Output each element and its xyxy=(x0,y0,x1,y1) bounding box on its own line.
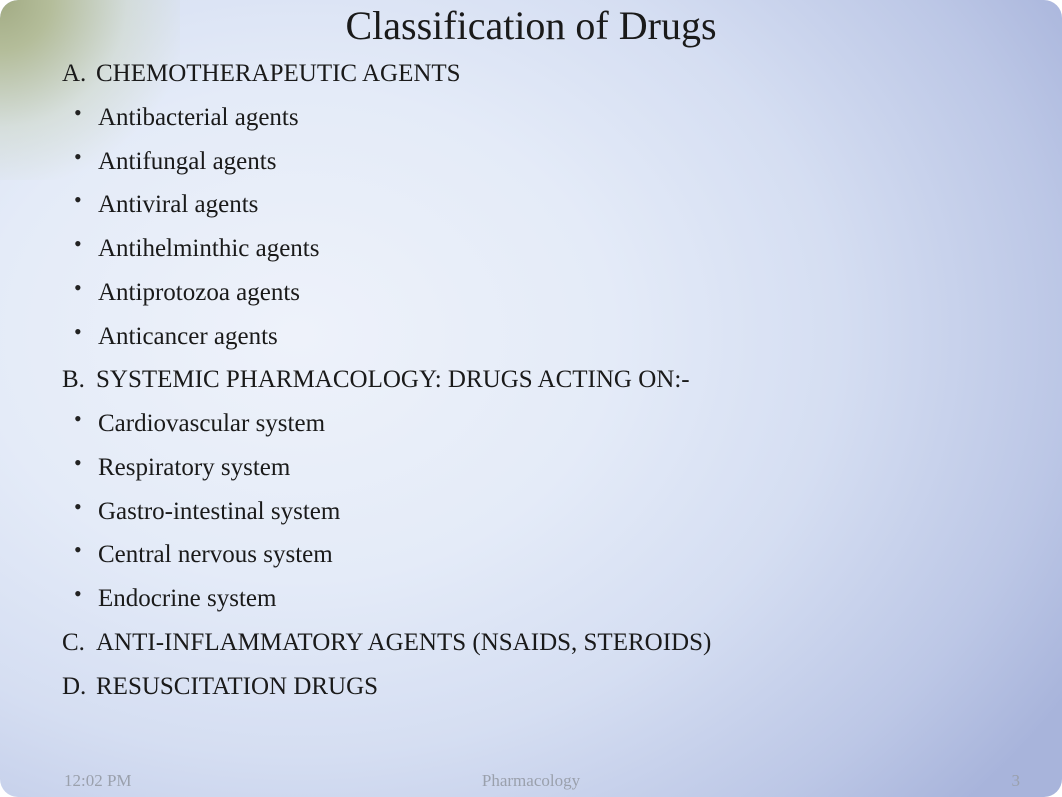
list-item: Antiprotozoa agents xyxy=(98,271,1022,315)
slide: Classification of Drugs A.CHEMOTHERAPEUT… xyxy=(0,0,1062,797)
list-item: Antiviral agents xyxy=(98,183,1022,227)
footer-center: Pharmacology xyxy=(0,771,1062,791)
section-b-bullets: Cardiovascular system Respiratory system… xyxy=(62,402,1022,621)
section-letter: C. xyxy=(62,621,96,665)
section-heading-text: CHEMOTHERAPEUTIC AGENTS xyxy=(96,60,461,87)
footer-page-number: 3 xyxy=(1012,771,1021,791)
section-heading-text: SYSTEMIC PHARMACOLOGY: DRUGS ACTING ON:- xyxy=(96,366,690,393)
list-item: Antihelminthic agents xyxy=(98,227,1022,271)
section-c-heading: C.ANTI-INFLAMMATORY AGENTS (NSAIDS, STER… xyxy=(62,621,1022,665)
section-a-heading: A.CHEMOTHERAPEUTIC AGENTS xyxy=(62,52,1022,96)
list-item: Endocrine system xyxy=(98,577,1022,621)
section-a-bullets: Antibacterial agents Antifungal agents A… xyxy=(62,96,1022,359)
slide-title: Classification of Drugs xyxy=(0,2,1062,49)
list-item: Cardiovascular system xyxy=(98,402,1022,446)
list-item: Antibacterial agents xyxy=(98,96,1022,140)
section-d-heading: D.RESUSCITATION DRUGS xyxy=(62,665,1022,709)
list-item: Antifungal agents xyxy=(98,140,1022,184)
list-item: Central nervous system xyxy=(98,533,1022,577)
section-b-heading: B.SYSTEMIC PHARMACOLOGY: DRUGS ACTING ON… xyxy=(62,358,1022,402)
section-letter: B. xyxy=(62,358,96,402)
list-item: Respiratory system xyxy=(98,446,1022,490)
slide-content: A.CHEMOTHERAPEUTIC AGENTS Antibacterial … xyxy=(62,52,1022,708)
section-letter: A. xyxy=(62,52,96,96)
section-heading-text: RESUSCITATION DRUGS xyxy=(96,673,378,700)
section-letter: D. xyxy=(62,665,96,709)
list-item: Anticancer agents xyxy=(98,315,1022,359)
section-heading-text: ANTI-INFLAMMATORY AGENTS (NSAIDS, STEROI… xyxy=(96,629,711,656)
list-item: Gastro-intestinal system xyxy=(98,490,1022,534)
